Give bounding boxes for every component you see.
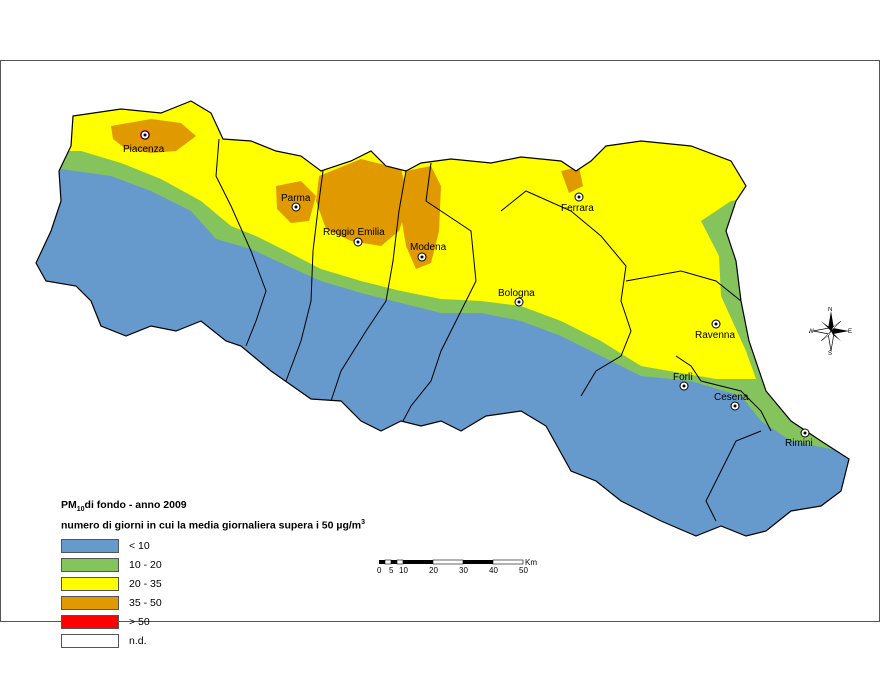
legend-swatch-35-50 — [61, 595, 119, 610]
map-frame: Piacenza Parma Reggio Emilia Modena Ferr… — [0, 60, 880, 648]
legend-item: 10 - 20 — [61, 556, 365, 574]
svg-text:Piacenza: Piacenza — [123, 144, 165, 155]
city-ravenna[interactable]: Ravenna — [695, 319, 735, 341]
scale-bar: 0 5 10 20 30 40 50 Km — [377, 558, 537, 575]
city-markers: Piacenza Parma Reggio Emilia Modena Ferr… — [123, 130, 813, 449]
province-borders — [35, 100, 850, 537]
city-bologna[interactable]: Bologna — [498, 288, 535, 307]
map-legend: PM10di fondo - anno 2009 numero di giorn… — [61, 499, 365, 650]
compass-e: E — [848, 329, 852, 335]
compass-rose-icon: N S E W — [809, 307, 852, 355]
city-piacenza[interactable]: Piacenza — [123, 130, 165, 155]
legend-swatch-gt50 — [61, 614, 119, 629]
svg-text:Modena: Modena — [410, 242, 447, 253]
svg-text:Bologna: Bologna — [498, 288, 535, 299]
city-rimini[interactable]: Rimini — [785, 428, 813, 449]
city-ferrara[interactable]: Ferrara — [561, 192, 594, 214]
legend-swatch-lt10 — [61, 538, 119, 553]
svg-text:Rimini: Rimini — [785, 438, 813, 449]
legend-title: PM10di fondo - anno 2009 — [61, 499, 187, 514]
legend-swatch-10-20 — [61, 557, 119, 572]
city-reggio-emilia[interactable]: Reggio Emilia — [323, 227, 385, 247]
zone-35-50-parma — [276, 181, 316, 223]
legend-swatch-nd — [61, 633, 119, 648]
zone-35-50-ferrara — [561, 167, 583, 193]
city-cesena[interactable]: Cesena — [714, 392, 749, 411]
legend-subtitle: numero di giorni in cui la media giornal… — [61, 519, 366, 532]
svg-text:Km: Km — [525, 558, 537, 567]
zone-35-50-piacenza — [111, 119, 196, 153]
svg-text:10: 10 — [399, 566, 408, 575]
city-forli[interactable]: Forlì — [673, 372, 693, 391]
svg-text:Forlì: Forlì — [673, 372, 693, 383]
legend-swatch-20-35 — [61, 576, 119, 591]
svg-text:0: 0 — [377, 566, 382, 575]
svg-text:20: 20 — [429, 566, 438, 575]
legend-item: n.d. — [61, 632, 365, 650]
compass-n: N — [828, 307, 832, 313]
city-parma[interactable]: Parma — [281, 193, 311, 212]
svg-text:5: 5 — [389, 566, 394, 575]
compass-w: W — [809, 329, 814, 335]
city-modena[interactable]: Modena — [410, 242, 447, 262]
zone-35-50-modena — [401, 166, 441, 269]
compass-s: S — [828, 351, 832, 355]
legend-item: > 50 — [61, 613, 365, 631]
svg-text:Cesena: Cesena — [714, 392, 749, 403]
svg-text:50: 50 — [519, 566, 528, 575]
svg-text:Ferrara: Ferrara — [561, 203, 594, 214]
svg-text:Reggio Emilia: Reggio Emilia — [323, 227, 385, 238]
zone-35-50-reggio — [316, 159, 409, 246]
svg-text:30: 30 — [459, 566, 468, 575]
legend-item: 20 - 35 — [61, 575, 365, 593]
svg-text:Parma: Parma — [281, 193, 311, 204]
legend-item: 35 - 50 — [61, 594, 365, 612]
region-map: Piacenza Parma Reggio Emilia Modena Ferr… — [35, 100, 850, 537]
svg-text:Ravenna: Ravenna — [695, 330, 735, 341]
svg-text:40: 40 — [489, 566, 498, 575]
legend-item: < 10 — [61, 537, 365, 555]
